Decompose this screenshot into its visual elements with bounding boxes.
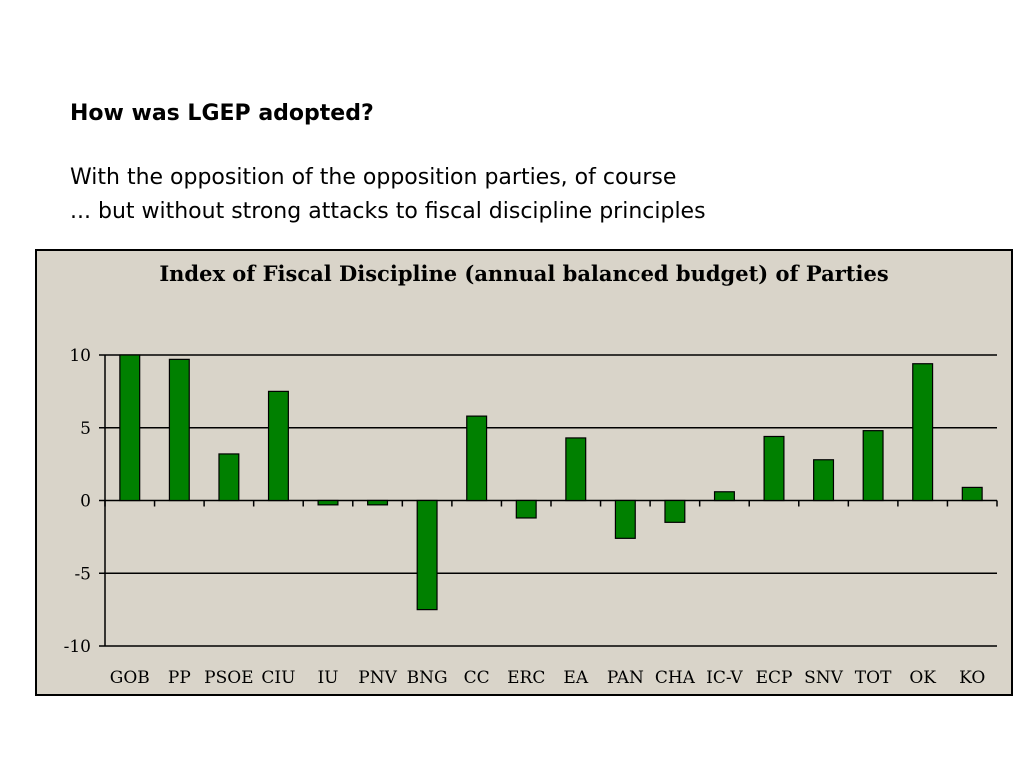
body-line-1: With the opposition of the opposition pa… xyxy=(70,165,677,190)
x-category-label: ERC xyxy=(507,668,545,688)
bar-ic-v xyxy=(713,491,735,502)
x-category-label: PNV xyxy=(358,668,397,688)
y-tick-label: -10 xyxy=(64,637,91,657)
chart-title: Index of Fiscal Discipline (annual balan… xyxy=(159,261,888,286)
bar-bng xyxy=(416,499,438,611)
x-category-label: GOB xyxy=(110,668,150,688)
y-tick-label: 5 xyxy=(80,419,91,439)
bar-pan xyxy=(614,499,636,539)
bar-ecp xyxy=(763,435,785,502)
x-category-label: KO xyxy=(959,668,985,688)
bar-cha xyxy=(664,499,686,523)
y-tick-label: -5 xyxy=(74,564,91,584)
x-category-label: OK xyxy=(909,668,936,688)
bar-ko xyxy=(961,486,983,502)
bar-chart: Index of Fiscal Discipline (annual balan… xyxy=(64,261,998,688)
bar-ea xyxy=(565,437,587,502)
bar-ok xyxy=(912,363,934,502)
x-category-label: CC xyxy=(464,668,490,688)
slide-body: With the opposition of the opposition pa… xyxy=(70,161,706,229)
body-line-2: ... but without strong attacks to fiscal… xyxy=(70,199,706,224)
bar-ciu xyxy=(267,390,289,502)
bar-gob xyxy=(119,354,141,502)
bar-snv xyxy=(813,459,835,502)
x-category-label: PAN xyxy=(607,668,644,688)
x-category-label: IC-V xyxy=(706,668,743,688)
x-category-label: SNV xyxy=(804,668,844,688)
bar-iu xyxy=(317,499,339,506)
x-category-label: IU xyxy=(317,668,338,688)
x-category-label: EA xyxy=(563,668,588,688)
bar-pnv xyxy=(367,499,389,506)
y-tick-label: 0 xyxy=(80,492,91,512)
bar-erc xyxy=(515,499,537,519)
slide-heading: How was LGEP adopted? xyxy=(70,101,374,126)
x-category-label: PSOE xyxy=(204,668,253,688)
bar-psoe xyxy=(218,453,240,502)
chart-panel: Index of Fiscal Discipline (annual balan… xyxy=(35,249,1013,696)
y-tick-label: 10 xyxy=(69,346,91,366)
x-category-label: ECP xyxy=(756,668,793,688)
x-category-label: TOT xyxy=(855,668,892,688)
bar-cc xyxy=(466,415,488,502)
bar-pp xyxy=(168,358,190,502)
x-category-label: BNG xyxy=(407,668,448,688)
bar-tot xyxy=(862,430,884,502)
x-category-label: CHA xyxy=(655,668,696,688)
x-category-label: PP xyxy=(168,668,191,688)
x-category-label: CIU xyxy=(261,668,295,688)
